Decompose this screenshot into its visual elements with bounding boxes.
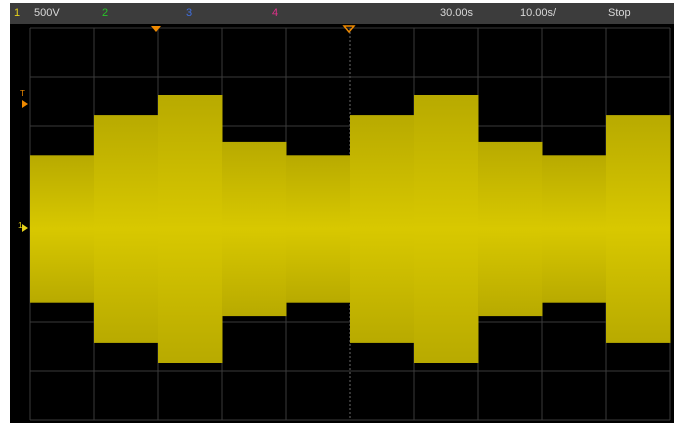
channel-1-ground-marker[interactable] bbox=[22, 224, 28, 232]
waveform-segment bbox=[478, 141, 543, 317]
waveform-segment bbox=[542, 155, 607, 303]
horizontal-delay[interactable]: 30.00s bbox=[440, 7, 474, 19]
waveform-segment bbox=[350, 115, 415, 343]
waveform-segment bbox=[286, 155, 351, 303]
channel-1-ground-label: 1 bbox=[18, 221, 23, 230]
delay-reference-marker[interactable] bbox=[342, 25, 356, 34]
waveform-segment bbox=[606, 115, 671, 343]
waveform-segment bbox=[94, 115, 159, 343]
channel-1-scale[interactable]: 500V bbox=[34, 7, 60, 19]
waveform-segment bbox=[414, 95, 479, 363]
channel-1-label[interactable]: 1 bbox=[14, 7, 21, 19]
waveform-canvas: T 1 bbox=[18, 25, 671, 421]
waveform-screen: T 1 bbox=[10, 24, 674, 423]
waveform-segment bbox=[222, 141, 287, 317]
waveform-segment bbox=[158, 95, 223, 363]
channel-4-label[interactable]: 4 bbox=[272, 7, 279, 19]
oscilloscope-display: 1 500V 2 3 4 30.00s 10.00s/ Stop T bbox=[10, 3, 674, 423]
waveform-segment bbox=[30, 155, 95, 303]
channel-2-label[interactable]: 2 bbox=[102, 7, 109, 19]
waveform-trace bbox=[30, 95, 671, 363]
trigger-level-marker[interactable] bbox=[22, 100, 28, 108]
timebase-scale[interactable]: 10.00s/ bbox=[520, 7, 557, 19]
trigger-position-marker[interactable] bbox=[151, 26, 161, 32]
run-state[interactable]: Stop bbox=[608, 7, 631, 19]
status-bar: 1 500V 2 3 4 30.00s 10.00s/ Stop bbox=[10, 3, 674, 24]
trigger-level-label: T bbox=[20, 89, 25, 98]
channel-3-label[interactable]: 3 bbox=[186, 7, 193, 19]
